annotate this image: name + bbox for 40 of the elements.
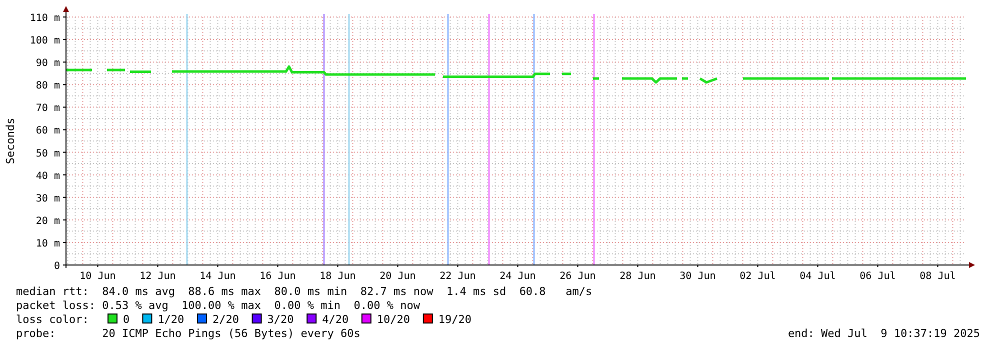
y-tick-label: 60 m	[36, 126, 60, 137]
x-tick-label: 10 Jun	[80, 271, 116, 282]
legend-label: 4/20	[322, 313, 349, 326]
x-tick-label: 02 Jul	[740, 271, 776, 282]
legend-label: 3/20	[267, 313, 294, 326]
x-tick-label: 18 Jun	[320, 271, 356, 282]
y-tick-label: 50 m	[36, 148, 60, 160]
x-tick-label: 06 Jul	[860, 271, 896, 282]
text: probe: 20 ICMP Echo Pings (56 Bytes) every 60s	[16, 327, 360, 340]
y-tick-label: 10 m	[36, 238, 60, 250]
legend-label: 1/20	[158, 313, 184, 326]
x-tick-label: 04 Jul	[800, 271, 836, 282]
x-tick-label: 24 Jun	[500, 271, 536, 282]
x-tick-label: 28 Jun	[620, 271, 656, 282]
y-tick-label: 30 m	[36, 193, 60, 204]
y-axis-title: Seconds	[4, 118, 17, 164]
x-tick-label: 08 Jul	[920, 271, 956, 282]
legend-label: 2/20	[212, 313, 239, 326]
text: median rtt: 84.0 ms avg 88.6 ms max 80.0 ms min 82.7 ms now 1.4 ms sd 60.8 am/s	[16, 285, 592, 298]
x-tick-label: 26 Jun	[560, 271, 596, 282]
legend-label: 0	[123, 313, 130, 326]
text: end: Wed Jul 9 10:37:19 2025	[788, 327, 980, 340]
y-tick-label: 70 m	[36, 103, 60, 114]
y-tick-label: 20 m	[36, 216, 60, 227]
x-tick-label: 12 Jun	[140, 271, 176, 282]
y-tick-label: 110 m	[30, 13, 60, 24]
y-tick-label: 40 m	[36, 170, 60, 182]
x-tick-label: 30 Jun	[680, 271, 716, 282]
legend-label: 19/20	[438, 313, 472, 326]
legend-title: loss color:	[16, 313, 89, 326]
y-tick-label: 80 m	[36, 80, 60, 92]
y-tick-label: 100 m	[30, 36, 60, 47]
y-tick-label: 0	[54, 261, 60, 272]
x-tick-label: 22 Jun	[440, 271, 476, 282]
x-tick-label: 14 Jun	[200, 271, 236, 282]
x-tick-label: 20 Jun	[380, 271, 416, 282]
legend-label: 10/20	[376, 313, 410, 326]
x-tick-label: 16 Jun	[260, 271, 296, 282]
text: packet loss: 0.53 % avg 100.00 % max 0.00 % min 0.00 % now	[16, 299, 420, 312]
y-tick-label: 90 m	[36, 58, 60, 70]
